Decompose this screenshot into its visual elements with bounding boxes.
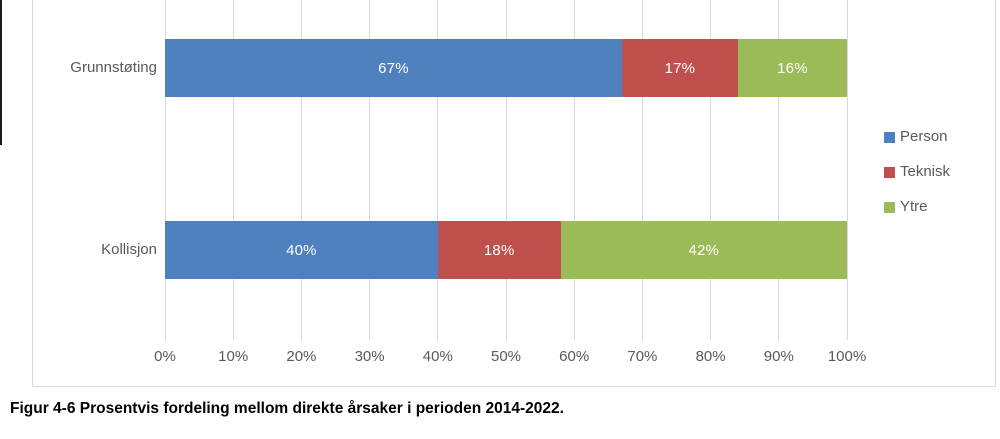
x-tick-label: 100% xyxy=(827,348,867,365)
x-tick-label: 20% xyxy=(286,348,317,365)
bar-segment-label: 40% xyxy=(286,241,317,259)
legend-item-teknisk: Teknisk xyxy=(884,163,950,181)
bar-row: 67% 17% 16% xyxy=(0,39,1000,97)
bar-segment-label: 67% xyxy=(378,59,409,77)
legend-swatch xyxy=(884,201,895,213)
x-tick-label: 30% xyxy=(354,348,385,365)
bar-segment-label: 42% xyxy=(688,241,720,259)
bar-segment-person: 40% xyxy=(165,221,438,279)
bar-segment-ytre: 42% xyxy=(560,221,847,279)
bar-segment-ytre: 16% xyxy=(737,39,847,97)
page-change-bar xyxy=(0,0,2,145)
x-tick-label: 40% xyxy=(422,348,453,365)
bar-segment-teknisk: 17% xyxy=(621,39,738,97)
bar-segment-teknisk: 18% xyxy=(437,221,561,279)
legend-label: Person xyxy=(900,128,948,145)
bar-segment-label: 17% xyxy=(664,59,696,77)
category-label: Kollisjon xyxy=(101,241,157,258)
gridline xyxy=(300,0,302,340)
gridline xyxy=(846,0,848,340)
legend: Person Teknisk Ytre xyxy=(884,0,1000,439)
gridline xyxy=(710,0,712,340)
legend-label: Teknisk xyxy=(900,163,951,180)
gridline xyxy=(369,0,371,340)
chart-border-left xyxy=(32,0,33,386)
x-tick-label: 50% xyxy=(490,348,522,365)
x-tick-label: 70% xyxy=(627,348,658,365)
category-label: Grunnstøting xyxy=(70,59,157,76)
legend-item-person: Person xyxy=(884,128,948,146)
bar-segment-label: 18% xyxy=(483,241,515,259)
bar-segment-person: 67% xyxy=(165,39,622,97)
gridline xyxy=(641,0,643,340)
gridline xyxy=(232,0,234,340)
gridline xyxy=(505,0,507,340)
legend-item-ytre: Ytre xyxy=(884,198,928,216)
x-tick-label: 80% xyxy=(695,348,726,365)
gridline xyxy=(573,0,575,340)
legend-label: Ytre xyxy=(900,198,928,215)
chart-border-bottom xyxy=(32,386,996,387)
bar-segment-label: 16% xyxy=(777,59,808,77)
x-tick-label: 90% xyxy=(763,348,794,365)
x-tick-label: 60% xyxy=(559,348,590,365)
gridline xyxy=(437,0,439,340)
x-tick-label: 10% xyxy=(218,348,249,365)
bar-row: 40% 18% 42% xyxy=(0,221,1000,279)
gridline xyxy=(778,0,780,340)
gridline xyxy=(164,0,166,340)
x-tick-label: 0% xyxy=(154,348,176,365)
legend-swatch xyxy=(884,131,895,143)
chart-border-right xyxy=(995,0,996,386)
legend-swatch xyxy=(884,166,895,178)
figure-caption: Figur 4-6 Prosentvis fordeling mellom di… xyxy=(10,400,564,417)
